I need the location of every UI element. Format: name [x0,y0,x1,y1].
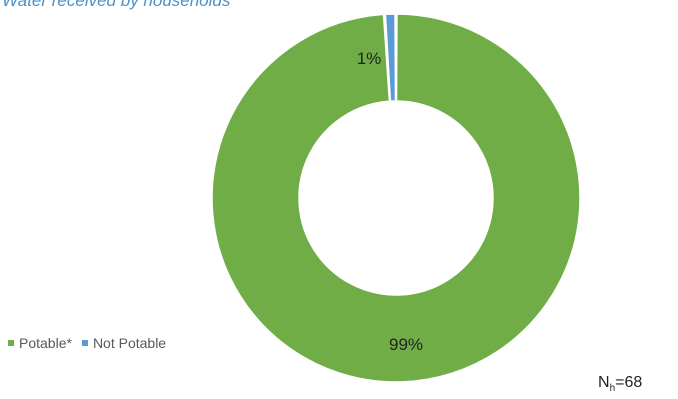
legend-item-not-potable: Not Potable [81,335,167,351]
legend-label-potable: Potable* [19,335,72,351]
chart-title: Water received by households [2,0,231,10]
legend-label-not-potable: Not Potable [92,335,167,351]
legend-swatch-not-potable [81,340,88,346]
chart-legend: Potable* Not Potable [8,335,166,351]
legend-item-potable: Potable* [8,335,72,351]
note-prefix: N [598,374,610,391]
note-suffix: =68 [615,374,643,391]
sample-size-note: Nh=68 [598,374,642,394]
slice-potable [211,13,581,383]
note-subscript: h [609,383,616,395]
slice-not-potable [384,13,397,102]
data-label-not-potable: 1% [357,49,382,68]
data-label-potable: 99% [389,335,423,354]
legend-swatch-potable [8,340,14,346]
